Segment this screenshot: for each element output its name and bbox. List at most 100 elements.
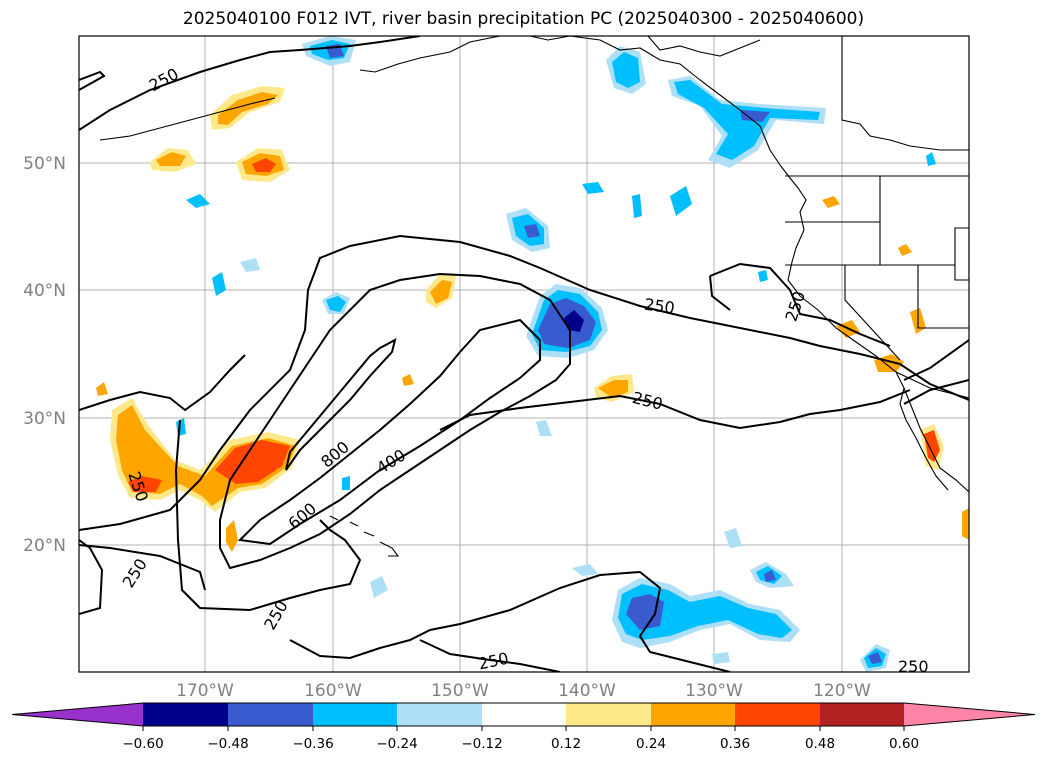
colorbar-bin-neg-024-012 <box>397 703 482 726</box>
colorbar-bin-neg-060-048 <box>143 703 228 726</box>
neg-patch-ne-pacific-large-center <box>564 310 584 332</box>
colorbar-bin-neg-048-036 <box>228 703 313 726</box>
ivt-250-main-inner-bottom <box>79 354 246 412</box>
map-title: 2025040100 F012 IVT, river basin precipi… <box>182 9 865 29</box>
neg-patch-small-1 <box>186 194 210 208</box>
baja-peninsula <box>899 387 949 491</box>
neg-patch-small-3 <box>240 258 260 272</box>
colorbar-tick-pos-012: 0.12 <box>551 736 581 752</box>
ivt-600 <box>237 318 541 546</box>
colorbar-bin-neg-036-024 <box>313 703 397 726</box>
colorbar-tick-neg-060: −0.60 <box>122 736 163 752</box>
neg-patch-small-9 <box>572 564 598 576</box>
ivt-250-southwest-outer <box>79 544 206 591</box>
lon-label-140w: 140°W <box>558 681 616 701</box>
ivt-250-lower-band <box>289 570 731 672</box>
neg-patch-south-east-center <box>764 570 776 582</box>
ivt-250-east-north <box>709 262 891 347</box>
colorbar-bin-zero <box>482 703 566 726</box>
pos-patch-hawaii-west-inner <box>128 476 162 492</box>
colorbar-bin-pos-048-060 <box>820 703 904 726</box>
neg-patch-small-8 <box>370 576 388 598</box>
colorbar-tick-pos-036: 0.36 <box>720 736 750 752</box>
pos-patch-ne-pacific-core <box>430 280 452 304</box>
pos-patch-bering-west-core <box>156 152 186 166</box>
lon-label-130w: 130°W <box>685 681 743 701</box>
hawaii-islands <box>329 515 400 557</box>
neg-patch-south-far-east-center <box>868 652 882 664</box>
neg-patch-small-5 <box>582 182 604 194</box>
neg-patch-mid-40n-core <box>326 296 346 312</box>
colorbar-bin-pos-012-024 <box>566 703 651 726</box>
colorbar-tick-neg-024: −0.24 <box>376 736 417 752</box>
ivt-250-east-30n <box>439 389 911 431</box>
ivt-250-main-lower <box>174 419 362 612</box>
pos-patch-baja-core <box>924 430 940 462</box>
aleutian-chain <box>99 97 276 141</box>
colorbar-bin-pos-036-048 <box>735 703 820 726</box>
neg-patch-small-7 <box>724 528 742 548</box>
ivt-250-north <box>79 36 421 131</box>
colorbar-tick-neg-048: −0.48 <box>207 736 248 752</box>
ivt-250-far-east-2 <box>903 379 969 405</box>
ivt-250-lower-east <box>419 639 561 672</box>
ivt-250-northwest-small <box>79 70 106 91</box>
us-state-az <box>917 265 969 329</box>
pos-patch-hawaii-south <box>226 520 238 552</box>
lat-label-50n: 50°N <box>23 154 66 174</box>
ivt-label-250-southeast: 250 <box>898 657 929 676</box>
longitude-labels: 170°W 160°W 150°W 140°W 130°W 120°W <box>176 681 871 701</box>
lon-label-160w: 160°W <box>304 681 362 701</box>
lon-label-150w: 150°W <box>431 681 489 701</box>
pos-patch-aleutians-core <box>218 92 278 125</box>
colorbar-tick-neg-012: −0.12 <box>461 736 502 752</box>
ivt-contours <box>79 36 969 672</box>
alaska-coastline <box>529 36 781 166</box>
us-state-ut <box>954 227 969 281</box>
neg-patch-south-large-center <box>626 594 664 630</box>
pos-patch-mid <box>402 374 414 386</box>
bc-coastline <box>779 164 807 263</box>
colorbar: −0.60 −0.48 −0.36 −0.24 −0.12 0.12 0.24 … <box>11 702 1036 752</box>
colorbar-extend-high <box>904 703 1035 726</box>
latitude-labels: 20°N 30°N 40°N 50°N <box>23 154 66 556</box>
neg-patch-small-10 <box>712 652 730 664</box>
ivt-250-east-loop <box>709 275 731 311</box>
coastlines <box>99 36 969 557</box>
ivt-label-250-east: 250 <box>643 295 676 318</box>
colorbar-extend-low <box>12 703 143 726</box>
pos-patch-east-30n-core <box>598 380 628 398</box>
neg-patch-small-11 <box>536 420 552 436</box>
alaska-peninsula <box>359 36 501 73</box>
pos-patch-gulf-center <box>252 158 276 172</box>
map-background <box>79 36 969 672</box>
lon-label-170w: 170°W <box>176 681 234 701</box>
pos-patch-far-west <box>96 382 108 396</box>
pos-patch-oregon <box>822 196 840 208</box>
map-frame <box>78 35 970 673</box>
ivt-250-main-outer <box>79 234 969 531</box>
neg-patch-small-6 <box>632 194 642 218</box>
ivt-400 <box>219 272 571 570</box>
lat-label-20n: 20°N <box>23 536 66 556</box>
neg-patch-small-2 <box>212 272 226 296</box>
neg-patch-small-15 <box>342 476 350 490</box>
neg-patch-small-4 <box>670 186 692 216</box>
neg-patch-bc-center <box>524 224 540 238</box>
colorbar-tick-neg-036: −0.36 <box>292 736 333 752</box>
neg-patch-small-13 <box>926 152 936 166</box>
lat-label-30n: 30°N <box>23 409 66 429</box>
lat-label-40n: 40°N <box>23 281 66 301</box>
canada-border-north <box>841 36 969 151</box>
lon-label-120w: 120°W <box>813 681 871 701</box>
pos-patch-east-edge <box>962 508 969 540</box>
ivt-800 <box>285 338 397 471</box>
neg-patch-alaska-panhandle-center <box>740 110 770 122</box>
colorbar-tick-pos-048: 0.48 <box>805 736 835 752</box>
pos-patch-nevada <box>898 244 912 256</box>
colorbar-bin-pos-024-036 <box>651 703 735 726</box>
neg-patch-alaska-core <box>612 52 640 88</box>
neg-patch-small-14 <box>758 270 768 282</box>
us-state-nv-ca <box>844 265 901 361</box>
